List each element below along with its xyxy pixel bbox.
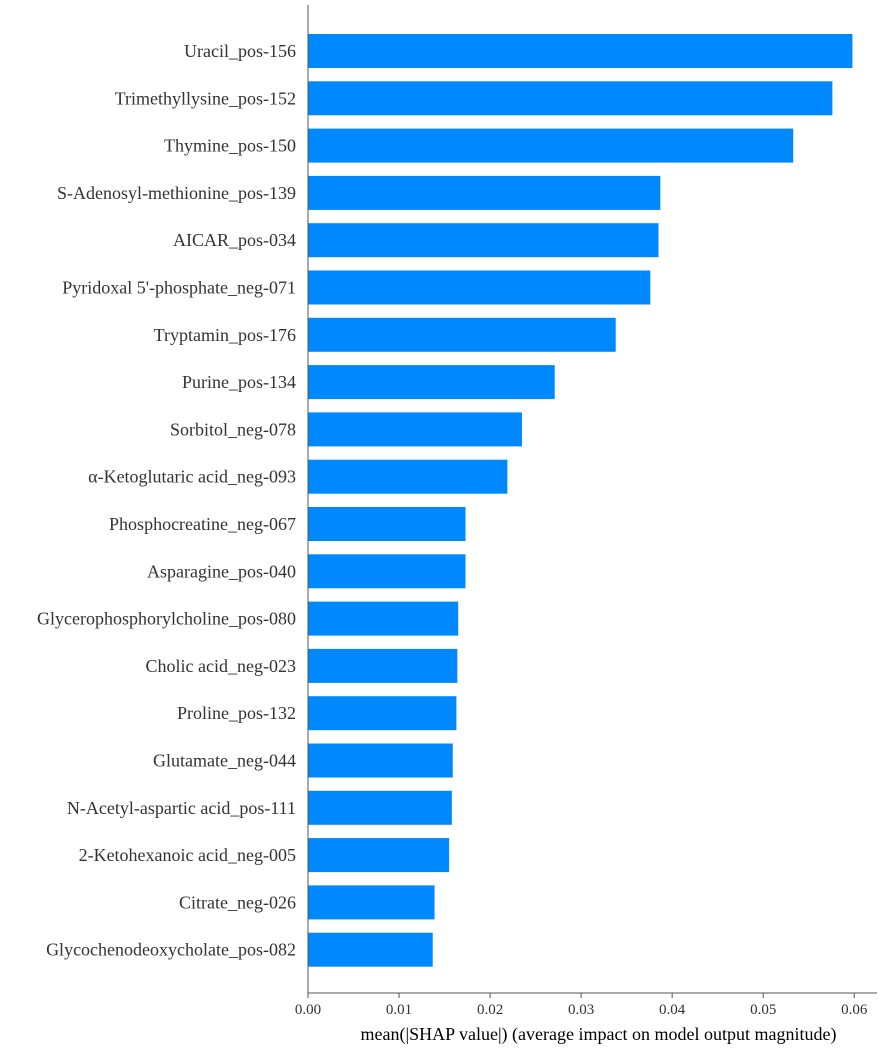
x-tick-label: 0.06 — [841, 1002, 868, 1018]
x-tick-label: 0.00 — [295, 1002, 321, 1018]
category-label: 2-Ketohexanoic acid_neg-005 — [79, 845, 296, 865]
category-label: Thymine_pos-150 — [164, 136, 296, 156]
category-label: AICAR_pos-034 — [173, 230, 296, 250]
category-label: Glutamate_neg-044 — [153, 751, 296, 771]
bar — [308, 412, 522, 447]
category-label: Citrate_neg-026 — [179, 892, 296, 912]
category-label: Glycerophosphorylcholine_pos-080 — [37, 609, 296, 629]
x-tick-label: 0.02 — [477, 1002, 503, 1018]
bar — [308, 648, 458, 683]
bar — [308, 459, 508, 494]
bar — [308, 790, 452, 825]
bar — [308, 81, 833, 116]
bar — [308, 270, 651, 305]
bar — [308, 601, 459, 636]
category-label: Cholic acid_neg-023 — [146, 656, 296, 676]
bar — [308, 743, 453, 778]
bar — [308, 223, 659, 258]
category-label: Sorbitol_neg-078 — [170, 419, 296, 439]
category-label: Pyridoxal 5'-phosphate_neg-071 — [62, 278, 296, 298]
category-label: Phosphocreatine_neg-067 — [109, 514, 296, 534]
x-axis-ticks: 0.00 0.01 0.02 0.03 0.04 0.05 0.06 — [295, 993, 868, 1018]
x-tick-label: 0.01 — [386, 1002, 412, 1018]
category-label: Glycochenodeoxycholate_pos-082 — [46, 940, 296, 960]
bar — [308, 34, 853, 68]
category-label: α-Ketoglutaric acid_neg-093 — [88, 467, 296, 487]
bars-group — [308, 34, 853, 967]
bar — [308, 365, 555, 400]
bar — [308, 838, 450, 873]
category-label: Asparagine_pos-040 — [147, 561, 296, 581]
bar — [308, 554, 466, 589]
category-label: Purine_pos-134 — [182, 372, 296, 392]
bar — [308, 932, 433, 967]
bar — [308, 507, 466, 541]
category-label: Uracil_pos-156 — [184, 41, 296, 61]
bar — [308, 128, 794, 163]
bar — [308, 696, 457, 731]
category-label: Proline_pos-132 — [177, 703, 296, 723]
category-label: N-Acetyl-aspartic acid_pos-111 — [67, 798, 296, 818]
bar — [308, 175, 661, 210]
category-label: Tryptamin_pos-176 — [154, 325, 296, 345]
x-tick-label: 0.05 — [750, 1002, 776, 1018]
x-tick-label: 0.03 — [568, 1002, 594, 1018]
category-label: Trimethyllysine_pos-152 — [115, 88, 296, 108]
category-label: S-Adenosyl-methionine_pos-139 — [57, 183, 296, 203]
category-labels: Uracil_pos-156 Trimethyllysine_pos-152 Thy… — [37, 41, 296, 960]
bar — [308, 317, 616, 352]
x-tick-label: 0.04 — [659, 1002, 686, 1018]
x-axis-title: mean(|SHAP value|) (average impact on mo… — [361, 1024, 837, 1045]
bar — [308, 885, 435, 920]
